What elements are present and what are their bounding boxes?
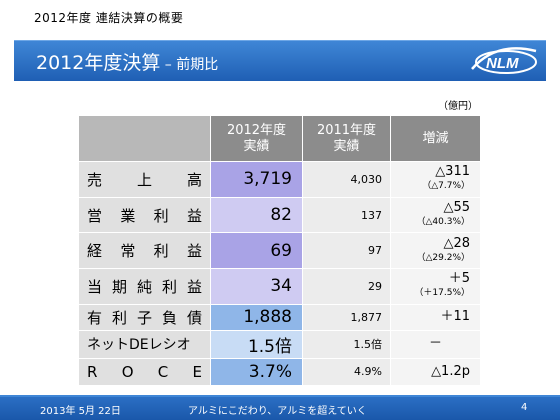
title-bar: 2012年度決算 – 前期比 NLM xyxy=(14,40,546,81)
logo-text: NLM xyxy=(486,55,519,72)
company-logo-icon: NLM xyxy=(471,47,537,74)
row-label: 営業利益 xyxy=(78,196,211,234)
row-label-char: 期 xyxy=(111,277,127,296)
slide-title: 2012年度決算 – 前期比 xyxy=(36,48,218,75)
row-label-char: 利 xyxy=(161,277,177,296)
row-label-char: 上 xyxy=(136,170,152,189)
row-label-char: 債 xyxy=(186,308,202,327)
fy2012-value: 3,719 xyxy=(210,161,303,198)
row-label-char: 高 xyxy=(186,170,202,189)
row-label-char: R xyxy=(87,362,98,381)
fy2011-value: 1.5倍 xyxy=(302,329,391,359)
fy2012-value: 82 xyxy=(210,196,303,234)
diff-value: ＋5 （＋17.5%） xyxy=(390,268,481,305)
row-label-char: O xyxy=(121,362,134,381)
fy2011-value: 97 xyxy=(302,232,391,270)
title-main: 2012年度決算 xyxy=(36,52,161,74)
row-label-char: 純 xyxy=(136,277,152,296)
fy2012-value: 1.5倍 xyxy=(210,329,303,359)
row-label: ネットDEレシオ xyxy=(78,329,211,359)
header-blank xyxy=(78,115,211,162)
row-label-char: 利 xyxy=(153,206,169,225)
header-diff: 増減 xyxy=(390,115,481,162)
fy2012-value: 69 xyxy=(210,232,303,270)
fy2011-value: 1,877 xyxy=(302,303,391,331)
diff-percent: （△7.7%） xyxy=(422,181,470,192)
diff-percent: （△29.2%） xyxy=(416,252,470,263)
header-fy2012: 2012年度 実績 xyxy=(210,115,303,162)
row-label: 当期純利益 xyxy=(78,268,211,305)
fy2012-value: 1,888 xyxy=(210,303,303,331)
diff-amount: △28 xyxy=(443,235,470,251)
row-label: 経常利益 xyxy=(78,232,211,270)
diff-value: ＋11 xyxy=(390,303,481,331)
row-label-char: 利 xyxy=(153,242,169,261)
table-body: 売上高 3,719 4,030 △311 （△7.7%）営業利益 82 137 △55 （△40… xyxy=(78,161,481,387)
row-label-char: 益 xyxy=(186,206,202,225)
row-label-char: 当 xyxy=(87,277,103,296)
title-sub: – 前期比 xyxy=(160,57,219,73)
table-row: 有利子負債 1,888 1,877 ＋11 xyxy=(78,303,481,331)
row-label-char: 経 xyxy=(87,242,103,261)
header-fy2011: 2011年度 実績 xyxy=(302,115,391,162)
results-table: 2012年度 実績 2011年度 実績 増減 売上高 3,719 4,030 △311… xyxy=(78,115,481,387)
row-label: 売上高 xyxy=(78,161,211,198)
diff-value: － xyxy=(390,329,481,359)
fy2012-value: 34 xyxy=(210,268,303,305)
diff-percent: （＋17.5%） xyxy=(414,288,470,299)
table-row: R O C E 3.7% 4.9% △1.2p xyxy=(78,357,481,387)
fy2011-value: 4,030 xyxy=(302,161,391,198)
diff-value: △311 （△7.7%） xyxy=(390,161,481,198)
row-label-char: 常 xyxy=(120,242,136,261)
diff-value: △28 （△29.2%） xyxy=(390,232,481,270)
diff-amount: △311 xyxy=(435,164,470,180)
fy2011-value: 137 xyxy=(302,196,391,234)
row-label-char: 益 xyxy=(186,277,202,296)
diff-amount: － xyxy=(428,336,442,352)
table-row: 売上高 3,719 4,030 △311 （△7.7%） xyxy=(78,161,481,198)
row-label-char: 有 xyxy=(87,308,103,327)
table-row: 営業利益 82 137 △55 （△40.3%） xyxy=(78,196,481,234)
diff-percent: （△40.3%） xyxy=(416,217,470,228)
unit-label: （億円） xyxy=(438,101,478,112)
footer-divider xyxy=(0,395,560,397)
row-label-char: 利 xyxy=(111,308,127,327)
section-label: 2012年度 連結決算の概要 xyxy=(34,11,184,25)
row-label-char: 業 xyxy=(120,206,136,225)
diff-amount: △1.2p xyxy=(431,363,470,379)
row-label-char: 負 xyxy=(161,308,177,327)
row-label: 有利子負債 xyxy=(78,303,211,331)
row-label-char: C xyxy=(157,362,169,381)
footer-slogan: アルミにこだわり、アルミを超えていく xyxy=(188,406,367,417)
table-row: 経常利益 69 97 △28 （△29.2%） xyxy=(78,232,481,270)
diff-amount: ＋5 xyxy=(448,271,470,287)
row-label-char: 益 xyxy=(186,242,202,261)
row-label-char: 営 xyxy=(87,206,103,225)
fy2011-value: 4.9% xyxy=(302,357,391,387)
row-label-char: 子 xyxy=(136,308,152,327)
row-label-char: E xyxy=(192,362,202,381)
diff-amount: ＋11 xyxy=(440,309,470,325)
diff-value: △1.2p xyxy=(390,357,481,387)
fy2012-value: 3.7% xyxy=(210,357,303,387)
table-row: ネットDEレシオ 1.5倍 1.5倍 － xyxy=(78,329,481,359)
footer-bar: 2013年 5月 22日 アルミにこだわり、アルミを超えていく 4 xyxy=(0,397,560,420)
row-label-char: ネットDEレシオ xyxy=(87,337,191,354)
table-row: 当期純利益 34 29 ＋5 （＋17.5%） xyxy=(78,268,481,305)
diff-amount: △55 xyxy=(443,200,470,216)
footer-date: 2013年 5月 22日 xyxy=(40,406,121,417)
row-label-char: 売 xyxy=(87,170,103,189)
fy2011-value: 29 xyxy=(302,268,391,305)
page-number: 4 xyxy=(521,402,528,413)
diff-value: △55 （△40.3%） xyxy=(390,196,481,234)
